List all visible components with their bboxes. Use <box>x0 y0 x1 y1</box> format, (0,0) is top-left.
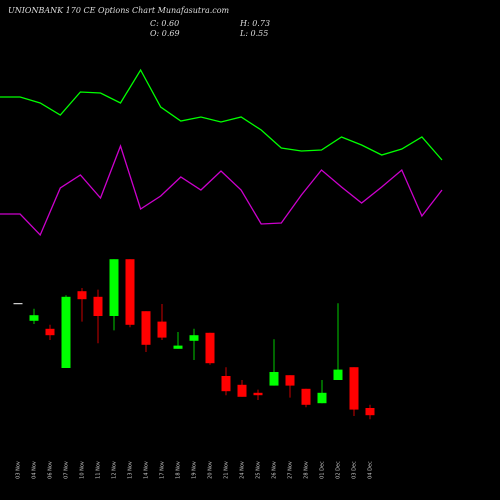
x-tick-label: 03 Dec <box>352 461 358 479</box>
candle-body <box>333 369 343 380</box>
candle-body <box>125 259 135 325</box>
candle-body <box>301 388 311 405</box>
x-tick-label: 03 Nov <box>16 461 22 479</box>
candle-body <box>173 345 183 349</box>
x-tick-label: 19 Nov <box>192 461 198 479</box>
line-series <box>0 68 443 161</box>
candle-body <box>29 315 39 321</box>
x-tick-label: 14 Nov <box>144 461 150 479</box>
x-tick-label: 26 Nov <box>272 461 278 479</box>
x-tick-label: 04 Nov <box>32 461 38 479</box>
candle-body <box>285 375 295 386</box>
x-tick-label: 17 Nov <box>160 461 166 479</box>
candle-body <box>349 367 359 410</box>
low-label: L: 0.55 <box>239 29 268 38</box>
x-tick-label: 13 Nov <box>128 461 134 479</box>
candle-body <box>61 296 71 368</box>
line-series <box>0 144 443 237</box>
close-label: C: 0.60 <box>150 19 179 28</box>
candle-body <box>253 392 263 396</box>
x-tick-label: 11 Nov <box>96 461 102 479</box>
x-tick-label: 24 Nov <box>240 461 246 479</box>
candle-body <box>365 408 375 416</box>
candle-body <box>205 332 215 364</box>
candle-body <box>189 335 199 341</box>
x-tick-label: 25 Nov <box>256 461 262 479</box>
candle-body <box>317 392 327 404</box>
candle-body <box>109 259 119 316</box>
x-tick-label: 07 Nov <box>64 461 70 479</box>
candle-body <box>269 372 279 386</box>
high-label: H: 0.73 <box>239 19 270 28</box>
x-tick-label: 02 Dec <box>336 461 342 479</box>
x-tick-label: 06 Nov <box>48 461 54 479</box>
open-label: O: 0.69 <box>150 29 180 38</box>
candle-body <box>141 311 151 345</box>
x-tick-label: 10 Nov <box>80 461 86 479</box>
x-tick-label: 20 Nov <box>208 461 214 479</box>
candle-body <box>221 376 231 392</box>
x-tick-label: 27 Nov <box>288 461 294 479</box>
x-tick-label: 28 Nov <box>304 461 310 479</box>
candle-body <box>237 384 247 397</box>
candle-body <box>157 321 167 338</box>
candle-body <box>93 296 103 316</box>
x-tick-label: 12 Nov <box>112 461 118 479</box>
candle-body <box>13 303 23 305</box>
chart-title: UNIONBANK 170 CE Options Chart Munafasut… <box>8 6 230 15</box>
x-tick-label: 04 Dec <box>368 461 374 479</box>
candle-body <box>77 291 87 300</box>
x-tick-label: 01 Dec <box>320 461 326 479</box>
candle-body <box>45 328 55 336</box>
x-tick-label: 18 Nov <box>176 461 182 479</box>
x-tick-label: 21 Nov <box>224 461 230 479</box>
